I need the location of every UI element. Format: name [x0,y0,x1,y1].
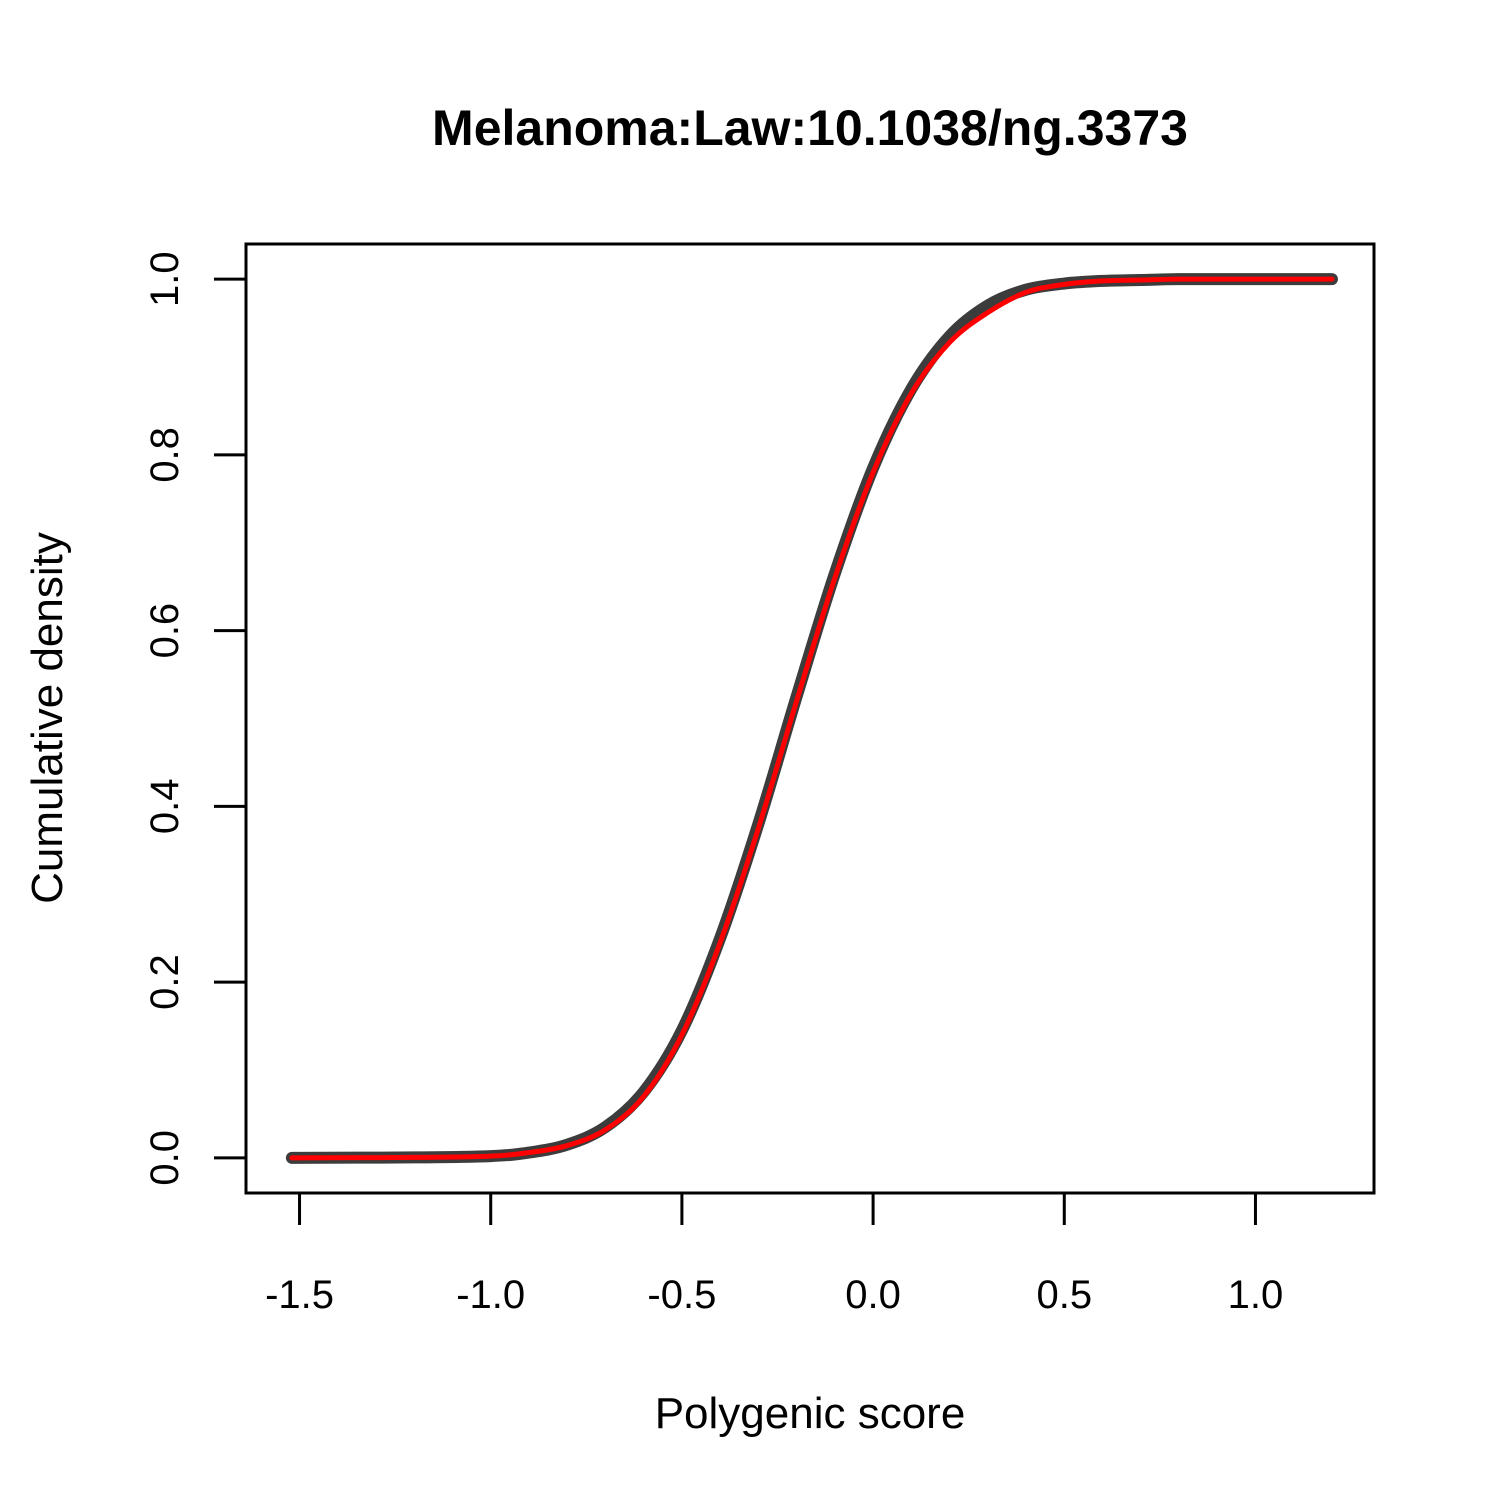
y-tick-label: 0.4 [143,779,187,835]
y-axis-label: Cumulative density [23,532,72,904]
y-axis: 0.0 0.2 0.4 0.6 0.8 1.0 [143,251,248,1186]
y-tick-label: 0.2 [143,954,187,1010]
y-tick-label: 0.8 [143,427,187,483]
y-tick-label: 0.6 [143,603,187,659]
x-tick-label: -1.0 [456,1273,525,1317]
x-tick-label: -0.5 [647,1273,716,1317]
y-tick-label: 1.0 [143,251,187,307]
x-tick-label: 0.5 [1036,1273,1092,1317]
series-line-black [285,273,1338,1164]
x-tick-label: 0.0 [845,1273,901,1317]
x-tick-label: -1.5 [265,1273,334,1317]
x-axis: -1.5 -1.0 -0.5 0.0 0.5 1.0 [265,1191,1284,1317]
series-line-red [289,276,1335,1161]
series-layer [285,273,1338,1164]
x-axis-label: Polygenic score [655,1389,966,1438]
plot-frame [244,242,1376,1195]
x-tick-label: 1.0 [1228,1273,1284,1317]
chart-title: Melanoma:Law:10.1038/ng.3373 [432,100,1188,156]
y-tick-label: 0.0 [143,1130,187,1186]
